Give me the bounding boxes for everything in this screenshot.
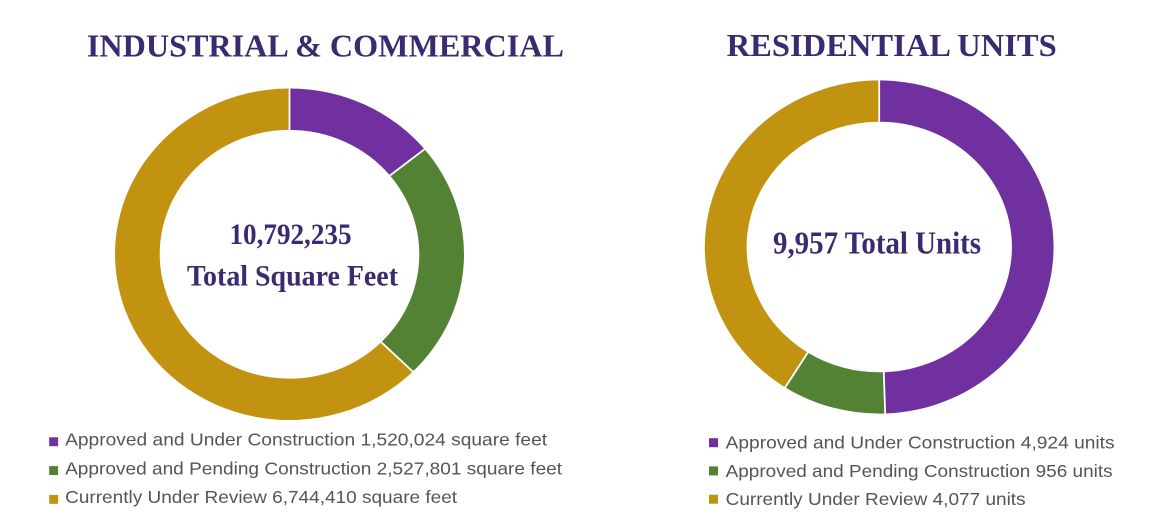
svg-text:INDUSTRIAL & COMMERCIAL: INDUSTRIAL & COMMERCIAL [87,28,564,64]
svg-text:9,957 Total Units: 9,957 Total Units [773,226,981,261]
svg-text:10,792,235: 10,792,235 [230,219,352,251]
svg-text:Approved and Pending Construct: Approved and Pending Construction 956 un… [726,461,1113,481]
svg-text:Currently Under Review 4,077 u: Currently Under Review 4,077 units [726,489,1026,509]
svg-text:Total Square Feet: Total Square Feet [187,261,398,293]
svg-text:Approved and Under Constructio: Approved and Under Construction 4,924 un… [726,433,1115,453]
svg-text:RESIDENTIAL UNITS: RESIDENTIAL UNITS [727,27,1057,63]
svg-text:Approved and Pending Construct: Approved and Pending Construction 2,527,… [65,458,562,478]
svg-text:Currently Under Review 6,744,4: Currently Under Review 6,744,410 square … [65,487,457,507]
svg-text:Approved and Under Constructio: Approved and Under Construction 1,520,02… [65,430,547,450]
